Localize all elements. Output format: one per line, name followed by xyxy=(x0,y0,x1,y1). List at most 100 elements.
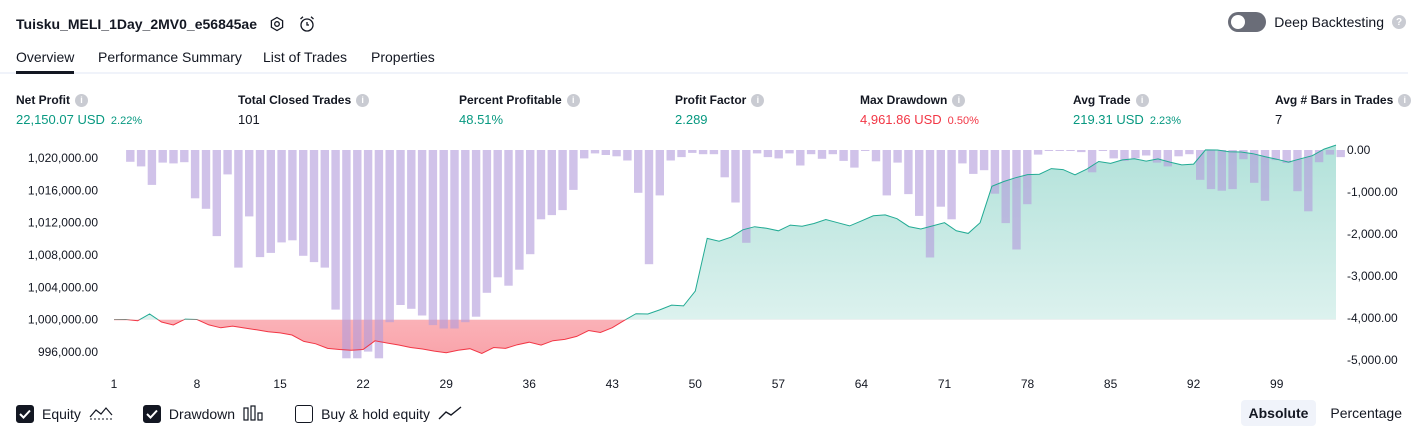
drawdown-bar xyxy=(1001,150,1010,224)
help-icon[interactable]: ? xyxy=(1392,15,1406,29)
drawdown-bar xyxy=(428,150,438,326)
x-tick-label: 57 xyxy=(772,377,786,391)
equity-drawdown-chart[interactable]: 1,020,000.00 1,016,000.00 1,012,000.00 1,00… xyxy=(0,140,1424,395)
legend-equity[interactable]: Equity xyxy=(16,405,113,424)
x-tick-label: 99 xyxy=(1270,377,1284,391)
drawdown-bar xyxy=(1066,150,1075,151)
drawdown-bar xyxy=(482,150,492,293)
x-tick-label: 1 xyxy=(111,377,118,391)
legend-buy-hold[interactable]: Buy & hold equity xyxy=(295,405,462,424)
drawdown-bar xyxy=(1098,150,1108,151)
x-tick-label: 92 xyxy=(1187,377,1201,391)
x-tick-label: 29 xyxy=(440,377,454,391)
drawdown-bar xyxy=(644,150,654,265)
info-icon[interactable]: i xyxy=(75,93,88,107)
drawdown-bar xyxy=(1142,150,1151,156)
alarm-add-icon[interactable] xyxy=(297,14,317,34)
drawdown-bar xyxy=(223,150,232,175)
metric-value: 7 xyxy=(1275,112,1283,127)
equity-checkbox[interactable] xyxy=(16,405,34,423)
tab-list-of-trades[interactable]: List of Trades xyxy=(263,49,348,65)
drawdown-bar xyxy=(936,150,945,207)
metric-net-profit: Net Profit i 22,150.07 USD 2.22% xyxy=(16,93,142,127)
legend-drawdown[interactable]: Drawdown xyxy=(142,404,265,424)
y-right-tick-label: 0.00 xyxy=(1347,143,1371,157)
drawdown-bar xyxy=(212,150,221,237)
drawdown-bar xyxy=(353,150,362,359)
drawdown-bar xyxy=(288,150,297,241)
equity-line-icon xyxy=(89,405,113,424)
drawdown-bars-icon xyxy=(243,404,265,424)
drawdown-bar xyxy=(1131,150,1140,159)
info-icon[interactable]: i xyxy=(566,93,580,107)
metric-profit-factor: Profit Factor i 2.289 xyxy=(675,93,765,127)
y-left-tick-label: 1,020,000.00 xyxy=(28,151,98,165)
y-left-tick-label: 1,004,000.00 xyxy=(28,280,98,294)
buy-hold-line-icon xyxy=(438,405,462,424)
drawdown-bar xyxy=(806,150,816,155)
drawdown-bar xyxy=(731,150,740,203)
drawdown-bar xyxy=(190,150,200,199)
drawdown-bar xyxy=(623,150,632,161)
drawdown-bar xyxy=(893,150,902,163)
info-icon[interactable]: i xyxy=(751,93,765,107)
x-tick-label: 36 xyxy=(523,377,537,391)
y-right-tick-label: -3,000.00 xyxy=(1347,269,1398,283)
y-left-tick-label: 1,000,000.00 xyxy=(28,313,98,327)
y-left-tick-label: 1,016,000.00 xyxy=(28,183,98,197)
metric-avg-trade: Avg Trade i 219.31 USD 2.23% xyxy=(1073,93,1181,127)
drawdown-bar xyxy=(1228,150,1237,190)
metric-percent: 2.22% xyxy=(110,115,143,127)
drawdown-bar xyxy=(536,150,546,220)
drawdown-bar xyxy=(1282,150,1291,163)
y-left-tick-label: 1,012,000.00 xyxy=(28,216,98,230)
drawdown-bar xyxy=(363,150,373,352)
drawdown-bar xyxy=(817,150,827,159)
drawdown-bar xyxy=(979,150,989,171)
drawdown-bar xyxy=(277,150,286,243)
x-tick-label: 43 xyxy=(606,377,620,391)
drawdown-bar xyxy=(569,150,578,190)
chart-legend: Equity Drawdown Buy & hold equity xyxy=(16,403,492,425)
drawdown-bar xyxy=(677,150,686,158)
metric-label: Avg # Bars in Trades xyxy=(1275,93,1394,107)
drawdown-bar xyxy=(1336,150,1345,158)
info-icon[interactable]: i xyxy=(952,93,966,107)
settings-icon[interactable] xyxy=(267,14,287,34)
legend-buy-hold-label: Buy & hold equity xyxy=(321,406,431,422)
tab-performance-summary[interactable]: Performance Summary xyxy=(98,49,242,65)
tab-properties[interactable]: Properties xyxy=(371,49,435,65)
drawdown-bar xyxy=(709,150,719,155)
drawdown-bar xyxy=(526,150,535,255)
tab-overview[interactable]: Overview xyxy=(16,49,75,74)
metric-percent: 2.23% xyxy=(1149,115,1182,127)
deep-backtesting-label: Deep Backtesting xyxy=(1274,14,1384,30)
drawdown-bar xyxy=(666,150,675,161)
buy-hold-checkbox[interactable] xyxy=(295,405,314,423)
drawdown-bar xyxy=(396,150,405,305)
legend-equity-label: Equity xyxy=(42,406,81,422)
drawdown-bar xyxy=(871,150,881,162)
drawdown-bar xyxy=(461,150,470,323)
drawdown-bar xyxy=(785,150,794,154)
info-icon[interactable]: i xyxy=(356,93,370,107)
drawdown-bar xyxy=(201,150,211,209)
metric-label: Net Profit xyxy=(16,93,70,107)
x-tick-label: 64 xyxy=(855,377,869,391)
drawdown-checkbox[interactable] xyxy=(142,405,161,423)
deep-backtesting: Deep Backtesting ? xyxy=(1228,12,1406,32)
tab-bar: Overview Performance Summary List of Tra… xyxy=(0,44,1408,74)
info-icon[interactable]: i xyxy=(1398,93,1412,107)
drawdown-bar xyxy=(850,150,859,168)
mode-absolute[interactable]: Absolute xyxy=(1240,400,1317,426)
drawdown-bar xyxy=(331,150,340,310)
mode-percentage[interactable]: Percentage xyxy=(1330,405,1402,421)
drawdown-bar xyxy=(634,150,643,193)
info-icon[interactable]: i xyxy=(1135,93,1149,107)
drawdown-bar xyxy=(320,150,329,268)
drawdown-bar xyxy=(180,150,189,163)
deep-backtesting-toggle[interactable] xyxy=(1228,12,1267,32)
drawdown-bar xyxy=(1314,150,1324,163)
drawdown-bar xyxy=(882,150,891,196)
drawdown-bar xyxy=(1260,150,1270,201)
